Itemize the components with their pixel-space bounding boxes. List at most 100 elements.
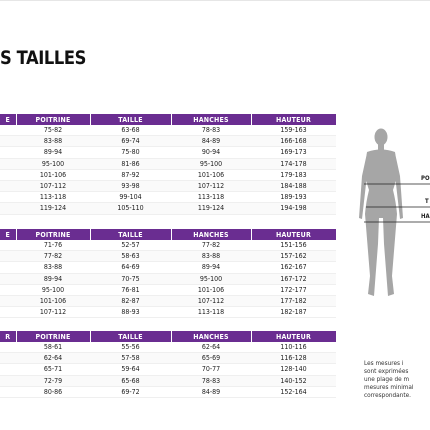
table-row: 119-124 105-110 119-124 194-198 xyxy=(0,202,336,215)
column-header: TAILLE xyxy=(90,114,172,125)
table-cell: 89-94 xyxy=(171,261,251,274)
table-cell: 65-69 xyxy=(171,352,251,365)
table-cell: 184-188 xyxy=(251,180,336,193)
table-cell xyxy=(0,273,16,285)
table-cell: 83-88 xyxy=(171,250,251,263)
table-cell xyxy=(0,306,16,319)
table-cell: 110-116 xyxy=(251,342,336,354)
table-cell: 75-82 xyxy=(16,125,90,137)
silhouette-icon xyxy=(359,128,430,296)
table-cell: 70-77 xyxy=(171,363,251,376)
table-cell: 113-118 xyxy=(171,306,251,319)
column-header: HAUTEUR xyxy=(251,229,337,240)
table-cell: 62-64 xyxy=(16,352,90,365)
hip-line-label: HA xyxy=(421,213,430,220)
column-header: TAILLE xyxy=(90,331,172,342)
table-cell: 113-118 xyxy=(171,191,251,204)
table-cell: 62-64 xyxy=(171,342,251,354)
table-cell: 174-178 xyxy=(251,158,336,170)
table-cell: 172-177 xyxy=(251,284,336,296)
table-cell: 52-57 xyxy=(90,240,171,252)
table-cell: 89-94 xyxy=(16,273,90,285)
size-table-3: R POITRINE TAILLE HANCHES HAUTEUR 58-61 55-56 6… xyxy=(0,331,337,398)
table-cell: 77-82 xyxy=(16,250,90,263)
table-cell xyxy=(0,375,16,387)
table-cell xyxy=(0,352,16,365)
table-cell xyxy=(0,250,16,263)
table-row: 65-71 59-64 70-77 128-140 xyxy=(0,363,336,376)
table-cell: 169-173 xyxy=(251,146,336,159)
table-row: 80-86 69-72 84-89 152-164 xyxy=(0,386,336,398)
table-cell: 82-87 xyxy=(90,295,171,308)
size-table-2: E POITRINE TAILLE HANCHES HAUTEUR 71-76 52-57 7… xyxy=(0,229,337,319)
table-cell: 65-68 xyxy=(90,375,171,387)
table-cell: 194-198 xyxy=(251,202,336,215)
column-header: HANCHES xyxy=(171,229,252,240)
table-cell: 72-79 xyxy=(16,375,90,387)
table-cell: 84-89 xyxy=(171,135,251,148)
table-cell: 84-89 xyxy=(171,386,251,398)
table-cell: 152-164 xyxy=(251,386,336,398)
table-header-row: E POITRINE TAILLE HANCHES HAUTEUR xyxy=(0,229,337,240)
table-cell: 119-124 xyxy=(16,202,90,215)
table-cell: 159-163 xyxy=(251,125,336,137)
table-row: 62-64 57-58 65-69 116-128 xyxy=(0,352,336,365)
table-cell: 162-167 xyxy=(251,261,336,274)
table-row: 58-61 55-56 62-64 110-116 xyxy=(0,342,336,354)
table-cell: 83-88 xyxy=(16,261,90,274)
table-cell: 128-140 xyxy=(251,363,336,376)
table-row: 72-79 65-68 78-83 140-152 xyxy=(0,375,336,387)
table-cell xyxy=(0,146,16,159)
table-cell: 119-124 xyxy=(171,202,251,215)
table-cell: 65-71 xyxy=(16,363,90,376)
table-row: 83-88 69-74 84-89 166-168 xyxy=(0,135,336,148)
table-cell xyxy=(0,284,16,296)
table-cell: 88-93 xyxy=(90,306,171,319)
table-cell: 78-83 xyxy=(171,375,251,387)
table-cell: 76-81 xyxy=(90,284,171,296)
note-line: sont exprimées xyxy=(364,367,409,375)
table-cell: 80-86 xyxy=(16,386,90,398)
table-cell: 157-162 xyxy=(251,250,336,263)
table-cell: 167-172 xyxy=(251,273,336,285)
column-header: HANCHES xyxy=(171,114,252,125)
note-line: Les mesures i xyxy=(364,359,404,367)
table-cell: 93-98 xyxy=(90,180,171,193)
table-cell xyxy=(0,180,16,193)
size-table-1: E POITRINE TAILLE HANCHES HAUTEUR 75-82 63-68 7… xyxy=(0,114,337,215)
table-cell xyxy=(0,158,16,170)
table-cell: 63-68 xyxy=(90,125,171,137)
table-cell: 71-76 xyxy=(16,240,90,252)
table-cell: 57-58 xyxy=(90,352,171,365)
table-cell: 77-82 xyxy=(171,240,251,252)
column-header: POITRINE xyxy=(16,331,91,342)
table-row: 89-94 70-75 95-100 167-172 xyxy=(0,273,336,285)
table-cell xyxy=(0,295,16,308)
chest-line-label: PO xyxy=(421,175,430,182)
table-row: 89-94 75-80 90-94 169-173 xyxy=(0,146,336,159)
table-header-row: E POITRINE TAILLE HANCHES HAUTEUR xyxy=(0,114,337,125)
table-row: 77-82 58-63 83-88 157-162 xyxy=(0,250,336,263)
table-cell xyxy=(0,240,16,252)
table-cell: 95-100 xyxy=(171,158,251,170)
table-cell: 64-69 xyxy=(90,261,171,274)
table-row: 101-106 87-92 101-106 179-183 xyxy=(0,169,336,181)
measurement-note: Les mesures i sont exprimées une plage d… xyxy=(364,359,430,399)
page-title: S TAILLES xyxy=(0,47,86,69)
table-cell: 95-100 xyxy=(16,284,90,296)
table-row: 101-106 82-87 107-112 177-182 xyxy=(0,295,336,308)
table-cell: 189-193 xyxy=(251,191,336,204)
table-cell xyxy=(0,169,16,181)
table-cell: 69-74 xyxy=(90,135,171,148)
table-cell: 179-183 xyxy=(251,169,336,181)
table-cell: 69-72 xyxy=(90,386,171,398)
table-cell: 107-112 xyxy=(16,180,90,193)
table-cell: 58-61 xyxy=(16,342,90,354)
top-rule xyxy=(0,0,430,1)
waist-line-label: T xyxy=(425,198,429,205)
table-cell xyxy=(0,342,16,354)
table-cell: 140-152 xyxy=(251,375,336,387)
table-cell: 101-106 xyxy=(171,284,251,296)
table-cell: 113-118 xyxy=(16,191,90,204)
table-cell: 99-104 xyxy=(90,191,171,204)
